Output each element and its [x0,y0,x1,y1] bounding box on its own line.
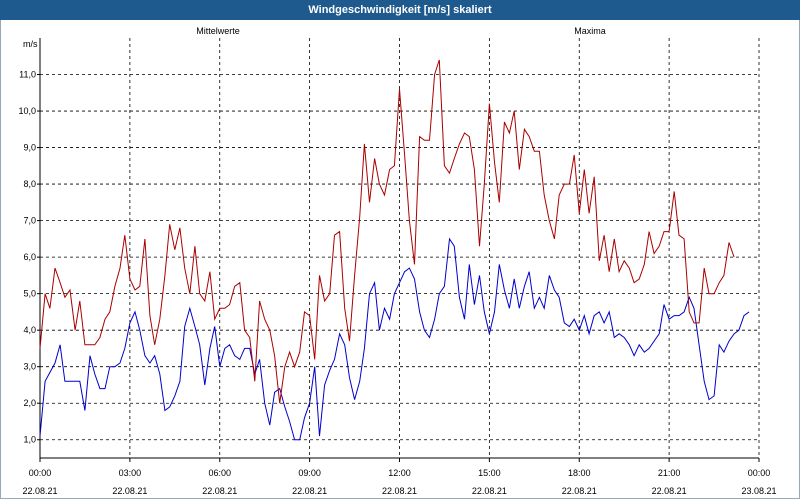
y-tick-label: 10,0 [18,106,36,116]
x-tick-date: 22.08.21 [472,486,507,496]
x-tick-time: 09:00 [298,468,321,478]
x-tick-time: 03:00 [119,468,142,478]
x-tick-date: 22.08.21 [22,486,57,496]
x-tick-time: 12:00 [388,468,411,478]
y-tick-label: 11,0 [19,70,36,80]
y-tick-label: 1,0 [23,435,36,445]
y-tick-label: 4,0 [23,325,36,335]
axes [37,38,760,462]
y-tick-label: 8,0 [23,179,36,189]
y-tick-label: 5,0 [23,289,36,299]
x-tick-time: 00:00 [29,468,52,478]
grid-lines [40,38,760,458]
y-tick-label: 7,0 [23,216,36,226]
y-tick-label: 6,0 [23,252,36,262]
x-tick-date: 22.08.21 [382,486,417,496]
x-tick-time: 06:00 [208,468,231,478]
x-tick-date: 22.08.21 [562,486,597,496]
y-unit-label: m/s [23,39,38,49]
x-tick-date: 22.08.21 [292,486,327,496]
x-tick-time: 18:00 [568,468,591,478]
x-tick-time: 15:00 [478,468,501,478]
series-lines [39,59,750,441]
y-tick-label: 2,0 [23,398,36,408]
legend-maxima: Maxima [574,26,606,36]
x-tick-date: 22.08.21 [202,486,237,496]
series-line-mittelwerte [39,237,750,441]
x-tick-date: 22.08.21 [112,486,147,496]
tick-labels: 1,0 2,0 3,0 4,0 5,0 6,0 7,0 8,0 9,0 10,0 11,0 00:00… [18,70,776,496]
window-title: Windgeschwindigkeit [m/s] skaliert [0,0,800,20]
x-tick-time: 21:00 [658,468,681,478]
y-tick-label: 3,0 [23,362,36,372]
legend-mittelwerte: Mittelwerte [196,26,240,36]
x-tick-date: 22.08.21 [652,486,687,496]
x-tick-date: 23.08.21 [741,486,776,496]
series-line-maxima [39,59,735,404]
y-tick-label: 9,0 [23,143,36,153]
x-tick-time: 00:00 [748,468,771,478]
